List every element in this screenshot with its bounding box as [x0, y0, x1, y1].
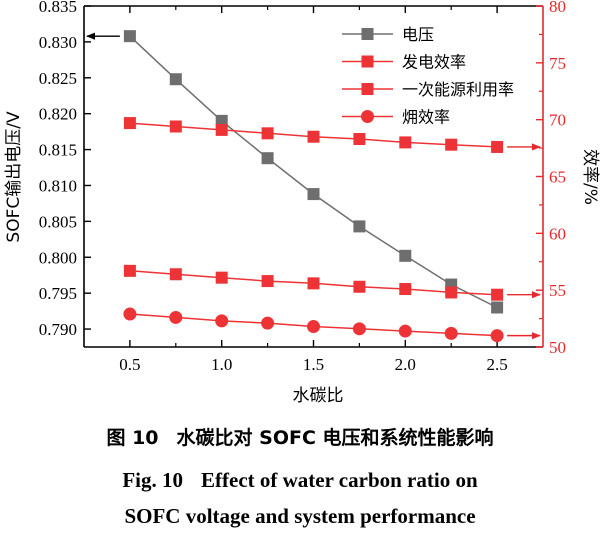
series-point-2: [353, 132, 366, 145]
series-point-1: [169, 268, 182, 281]
series-point-1: [353, 280, 366, 293]
chart: 0.5 1.0 1.5 2.0 2.5 0.790 0.795 0.800 0.805 0.810…: [4, 0, 600, 406]
x-tick-label: 1.0: [211, 355, 232, 374]
series-point-3: [123, 307, 137, 321]
series-point-3: [215, 314, 229, 328]
series-point-2: [215, 123, 228, 136]
right-tick-label: 60: [549, 224, 566, 243]
x-tick-label: 2.0: [395, 355, 416, 374]
series-point-1: [261, 275, 274, 288]
right-tick-label: 80: [549, 0, 566, 16]
series-point-3: [490, 329, 504, 343]
series-point-0: [491, 301, 504, 314]
series-point-2: [123, 117, 136, 130]
series-point-1: [445, 286, 458, 299]
series-point-3: [261, 316, 275, 330]
caption-en-number: Fig. 10: [122, 468, 184, 492]
caption-cn-text: 水碳比对 SOFC 电压和系统性能影响: [176, 427, 494, 449]
series-point-3: [444, 326, 458, 340]
figure-caption-en-line1: Fig. 10 Effect of water carbon ratio on: [0, 468, 600, 493]
series-point-0: [261, 152, 274, 165]
series-point-2: [307, 130, 320, 143]
right-tick-label: 75: [549, 54, 566, 73]
legend-label-1: 发电效率: [402, 53, 466, 72]
legend-marker-2: [361, 83, 374, 95]
left-tick-label: 0.820: [39, 105, 77, 124]
caption-cn-number: 图 10: [106, 427, 159, 449]
series-point-3: [307, 320, 320, 334]
series-point-0: [307, 188, 320, 201]
figure-caption-en-line2: SOFC voltage and system performance: [0, 504, 600, 529]
series-point-3: [398, 324, 412, 338]
right-axis-title: 效率/%: [580, 149, 600, 205]
series-point-1: [215, 271, 228, 284]
series-point-1: [491, 288, 504, 301]
figure-caption-cn: 图 10 水碳比对 SOFC 电压和系统性能影响: [0, 423, 600, 450]
caption-en-text-2: SOFC voltage and system performance: [124, 504, 476, 528]
left-tick-label: 0.805: [39, 212, 77, 231]
series-point-2: [491, 140, 504, 153]
left-axis-title: SOFC输出电压/V: [4, 111, 24, 243]
series-point-3: [352, 322, 366, 336]
series-point-2: [399, 136, 412, 149]
legend-label-0: 电压: [402, 25, 434, 44]
series-point-2: [169, 120, 182, 133]
left-tick-label: 0.795: [39, 284, 77, 303]
right-tick-label: 55: [549, 281, 566, 300]
series-point-1: [307, 277, 320, 290]
series-point-3: [169, 310, 183, 324]
series-point-0: [123, 30, 136, 43]
caption-en-text-1: Effect of water carbon ratio on: [201, 468, 478, 492]
right-tick-label: 65: [549, 168, 566, 187]
legend-label-3: 㶲效率: [402, 108, 450, 127]
left-tick-label: 0.835: [39, 0, 77, 16]
series-point-1: [123, 264, 136, 277]
legend-marker-3: [361, 110, 374, 123]
legend-marker-0: [361, 28, 374, 40]
right-tick-label: 70: [549, 111, 566, 130]
x-tick-label: 2.5: [486, 355, 507, 374]
series-point-2: [261, 127, 274, 140]
left-tick-label: 0.810: [39, 176, 77, 195]
series-point-0: [353, 220, 366, 233]
series-point-2: [445, 138, 458, 151]
series-point-1: [399, 283, 412, 296]
left-tick-label: 0.800: [39, 248, 77, 267]
left-tick-label: 0.815: [39, 141, 77, 160]
left-tick-label: 0.825: [39, 69, 77, 88]
left-tick-label: 0.790: [39, 320, 77, 339]
series-point-0: [215, 114, 228, 127]
x-tick-label: 0.5: [119, 355, 140, 374]
series-line-0: [129, 35, 498, 309]
legend-label-2: 一次能源利用率: [402, 80, 514, 99]
series-point-0: [169, 73, 182, 86]
x-axis-title: 水碳比: [293, 386, 344, 406]
left-tick-label: 0.830: [39, 33, 77, 52]
plot-area: 0.5 1.0 1.5 2.0 2.5 0.790 0.795 0.800 0.805 0.810…: [39, 0, 566, 374]
x-tick-label: 1.5: [303, 355, 324, 374]
series-point-0: [399, 249, 412, 262]
legend-marker-1: [361, 55, 374, 68]
right-tick-label: 50: [549, 338, 566, 357]
